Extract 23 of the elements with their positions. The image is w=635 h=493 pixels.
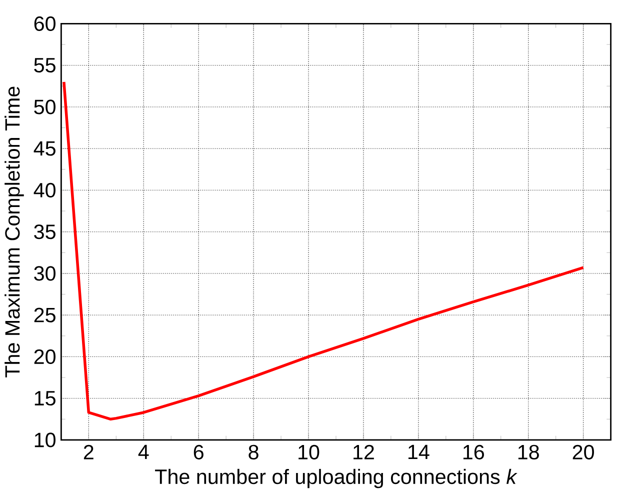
- y-tick-label: 15: [34, 391, 56, 406]
- x-tick-label: 6: [194, 444, 204, 460]
- y-tick-label: 20: [34, 349, 56, 364]
- y-tick-label: 55: [34, 58, 56, 73]
- y-axis-title: The Maximum Completion Time: [4, 86, 24, 378]
- x-tick-label: 14: [408, 444, 430, 460]
- x-tick-label: 20: [572, 444, 594, 460]
- y-tick-label: 30: [34, 266, 56, 281]
- x-tick-label: 10: [298, 444, 320, 460]
- y-tick-label: 60: [34, 16, 56, 32]
- y-tick-label: 50: [34, 100, 56, 114]
- x-tick-label: 12: [354, 444, 374, 460]
- x-tick-label: 2: [84, 444, 94, 460]
- y-tick-label: 35: [34, 224, 56, 240]
- x-tick-label: 16: [463, 444, 484, 460]
- x-axis-title: The number of uploading connections k: [155, 469, 518, 488]
- x-tick-label: 8: [248, 444, 258, 460]
- y-tick-label: 45: [34, 141, 56, 156]
- y-tick-label: 40: [34, 182, 56, 198]
- y-tick-label: 25: [34, 308, 56, 322]
- x-tick-label: 4: [138, 444, 149, 460]
- y-tick-label: 10: [34, 432, 56, 448]
- x-tick-label: 18: [518, 444, 539, 460]
